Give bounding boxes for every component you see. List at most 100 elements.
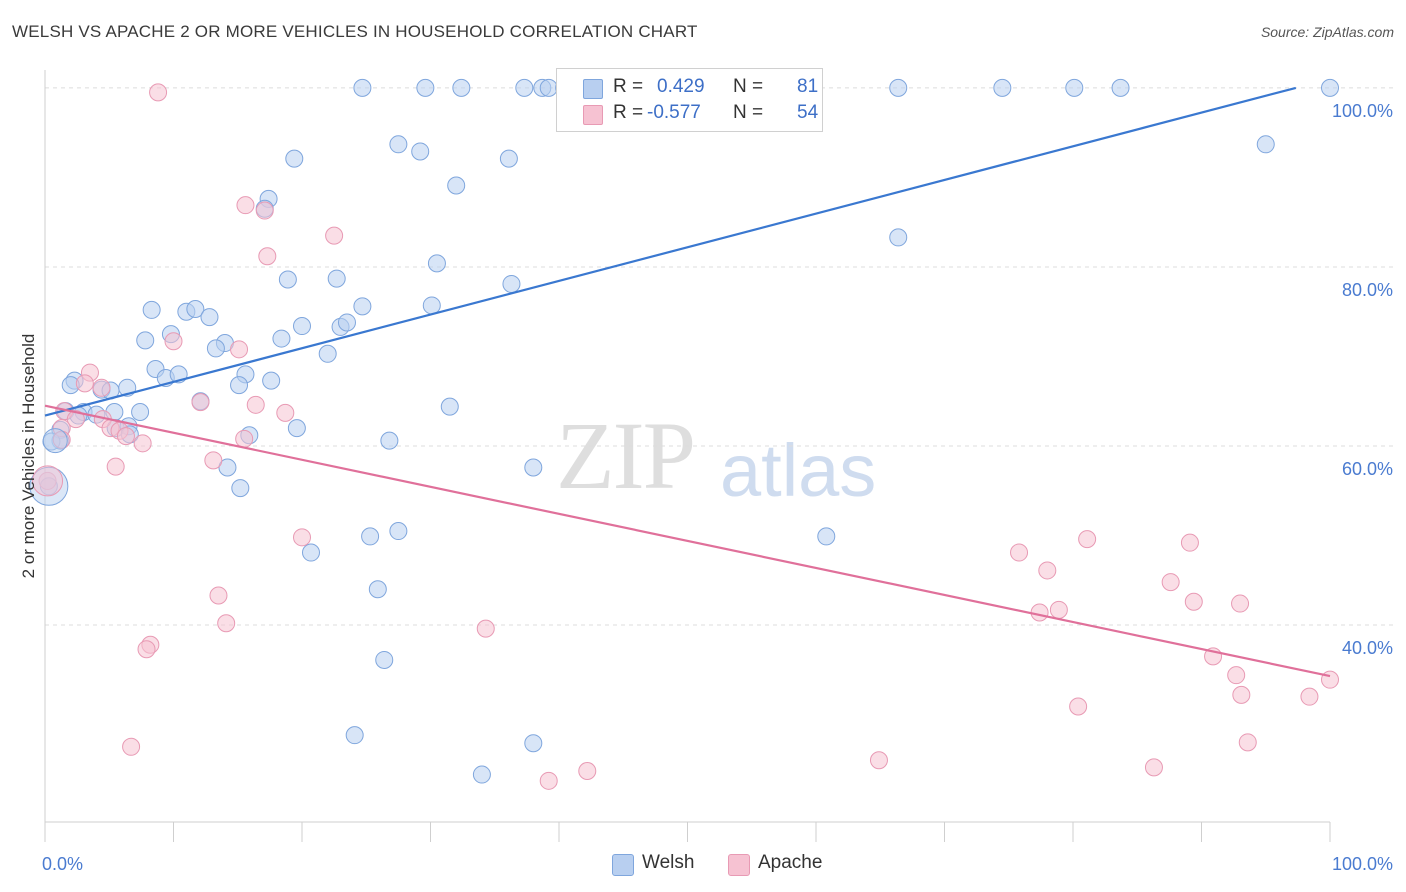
apache-point [1231,594,1250,613]
welsh-point [318,344,337,363]
welsh-point [524,458,543,477]
welsh-point [447,176,466,195]
apache-point [32,465,64,497]
welsh-swatch [612,854,634,876]
welsh-point [889,78,908,97]
welsh-point [293,317,311,336]
apache-point [1069,697,1088,716]
welsh-point [272,329,291,348]
bottom-legend-apache-label: Apache [758,852,823,873]
welsh-point [142,300,161,319]
legend-n-label: N = [733,76,764,97]
apache-point [133,434,152,453]
apache-point [276,403,295,422]
apache-point [204,451,223,470]
welsh-point [186,300,205,319]
welsh-point [889,228,908,247]
apache-point [325,226,344,245]
apache-point [149,83,168,102]
apache-point [1078,530,1097,549]
welsh-point [502,274,521,293]
apache-point [122,737,141,756]
welsh-point [422,296,441,315]
welsh-point [472,765,491,784]
watermark-atlas: atlas [720,429,877,512]
apache-point [116,427,135,446]
apache-point [246,395,265,414]
apache-point [92,378,111,397]
apache-swatch [583,105,603,125]
apache-point [255,201,274,220]
welsh-point [411,142,430,161]
welsh-point [136,331,155,350]
apache-point [1049,600,1068,619]
welsh-point [353,297,372,316]
watermark-zip: ZIP [556,402,696,509]
apache-trend-line [44,404,1331,678]
legend-r-label: R = [613,102,644,123]
apache-point [209,586,228,605]
trend-lines [44,86,1331,678]
x-tick-label: 0.0% [42,854,83,874]
apache-point [217,614,236,633]
x-tick-label: 100.0% [1332,854,1393,874]
welsh-point [230,376,249,395]
welsh-point [337,313,356,332]
welsh-point [389,522,408,541]
welsh-point [452,78,471,97]
welsh-point [218,458,237,477]
y-tick-label: 80.0% [1342,280,1393,300]
apache-point [258,247,277,266]
welsh-point [375,650,394,669]
welsh-trend-line [44,86,1297,417]
welsh-point [262,371,281,390]
apache-point [1227,666,1246,685]
welsh-point [499,149,518,168]
welsh-point [524,734,543,753]
welsh-point [817,527,836,546]
welsh-swatch [583,79,603,99]
welsh-point [515,78,534,97]
welsh-point [1321,78,1339,97]
apache-point [1010,543,1029,562]
source-credit: Source: ZipAtlas.com [1260,24,1394,40]
y-tick-label: 40.0% [1342,638,1393,658]
welsh-point [231,479,250,498]
legend-r-value-welsh: 0.429 [657,76,705,97]
apache-point [1161,573,1180,592]
legend-r-value-apache: -0.577 [647,102,701,123]
welsh-point [539,78,558,97]
welsh-point [285,149,304,168]
apache-point [539,771,558,790]
apache-point [164,332,183,351]
chart-title: WELSH VS APACHE 2 OR MORE VEHICLES IN HO… [12,22,698,41]
welsh-point [131,402,150,421]
welsh-point [389,135,408,154]
welsh-point [416,78,435,97]
apache-point [869,751,888,770]
welsh-point [1256,135,1275,154]
welsh-point [993,78,1012,97]
apache-point [293,528,311,547]
welsh-point [206,339,225,358]
legend-n-label: N = [733,102,764,123]
welsh-point [440,397,459,416]
bottom-legend-welsh-label: Welsh [642,852,695,873]
axes [44,70,1331,842]
apache-point [1300,687,1319,706]
y-tick-label: 60.0% [1342,459,1393,479]
welsh-point [327,269,346,288]
tick-labels: 40.0% 60.0% 80.0% 100.0% 0.0% 100.0% 2 or more… [19,101,1393,874]
welsh-point [368,580,387,599]
apache-point [191,393,210,412]
apache-point [66,410,85,429]
apache-point [1144,758,1163,777]
apache-point [1180,533,1199,552]
correlation-legend: R = 0.429 N = 81 R = -0.577 N = 54 [556,68,823,132]
apache-point [1030,603,1049,622]
welsh-point [380,431,399,450]
welsh-point [278,270,297,289]
welsh-point [301,543,320,562]
apache-point [1038,561,1057,580]
